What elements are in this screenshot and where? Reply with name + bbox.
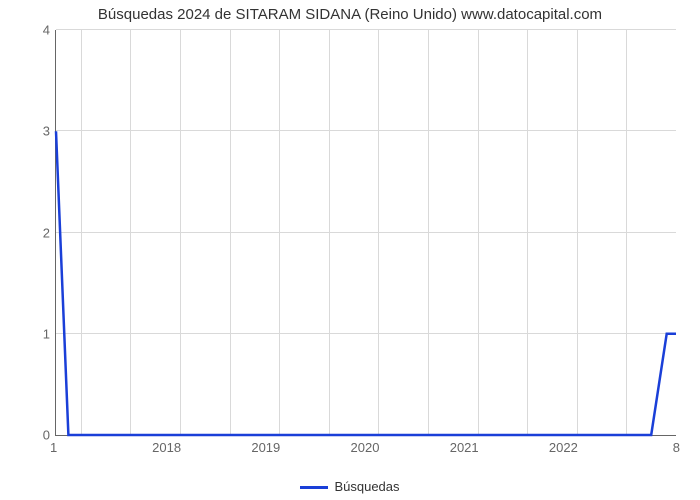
- legend-swatch: [300, 486, 328, 489]
- y-tick-label: 4: [43, 23, 50, 38]
- legend: Búsquedas: [0, 479, 700, 494]
- line-chart: Búsquedas 2024 de SITARAM SIDANA (Reino …: [0, 0, 700, 500]
- y-tick-label: 2: [43, 225, 50, 240]
- x-lim-left: 1: [50, 440, 57, 455]
- legend-label: Búsquedas: [334, 479, 399, 494]
- line-series: [56, 30, 676, 435]
- y-tick-label: 1: [43, 326, 50, 341]
- x-tick-label: 2019: [251, 440, 280, 455]
- x-tick-label: 2020: [351, 440, 380, 455]
- y-tick-label: 3: [43, 124, 50, 139]
- x-lim-right: 8: [673, 440, 680, 455]
- chart-title: Búsquedas 2024 de SITARAM SIDANA (Reino …: [0, 6, 700, 23]
- x-tick-label: 2018: [152, 440, 181, 455]
- plot-area: [55, 30, 676, 436]
- x-tick-label: 2022: [549, 440, 578, 455]
- x-tick-label: 2021: [450, 440, 479, 455]
- y-tick-label: 0: [43, 428, 50, 443]
